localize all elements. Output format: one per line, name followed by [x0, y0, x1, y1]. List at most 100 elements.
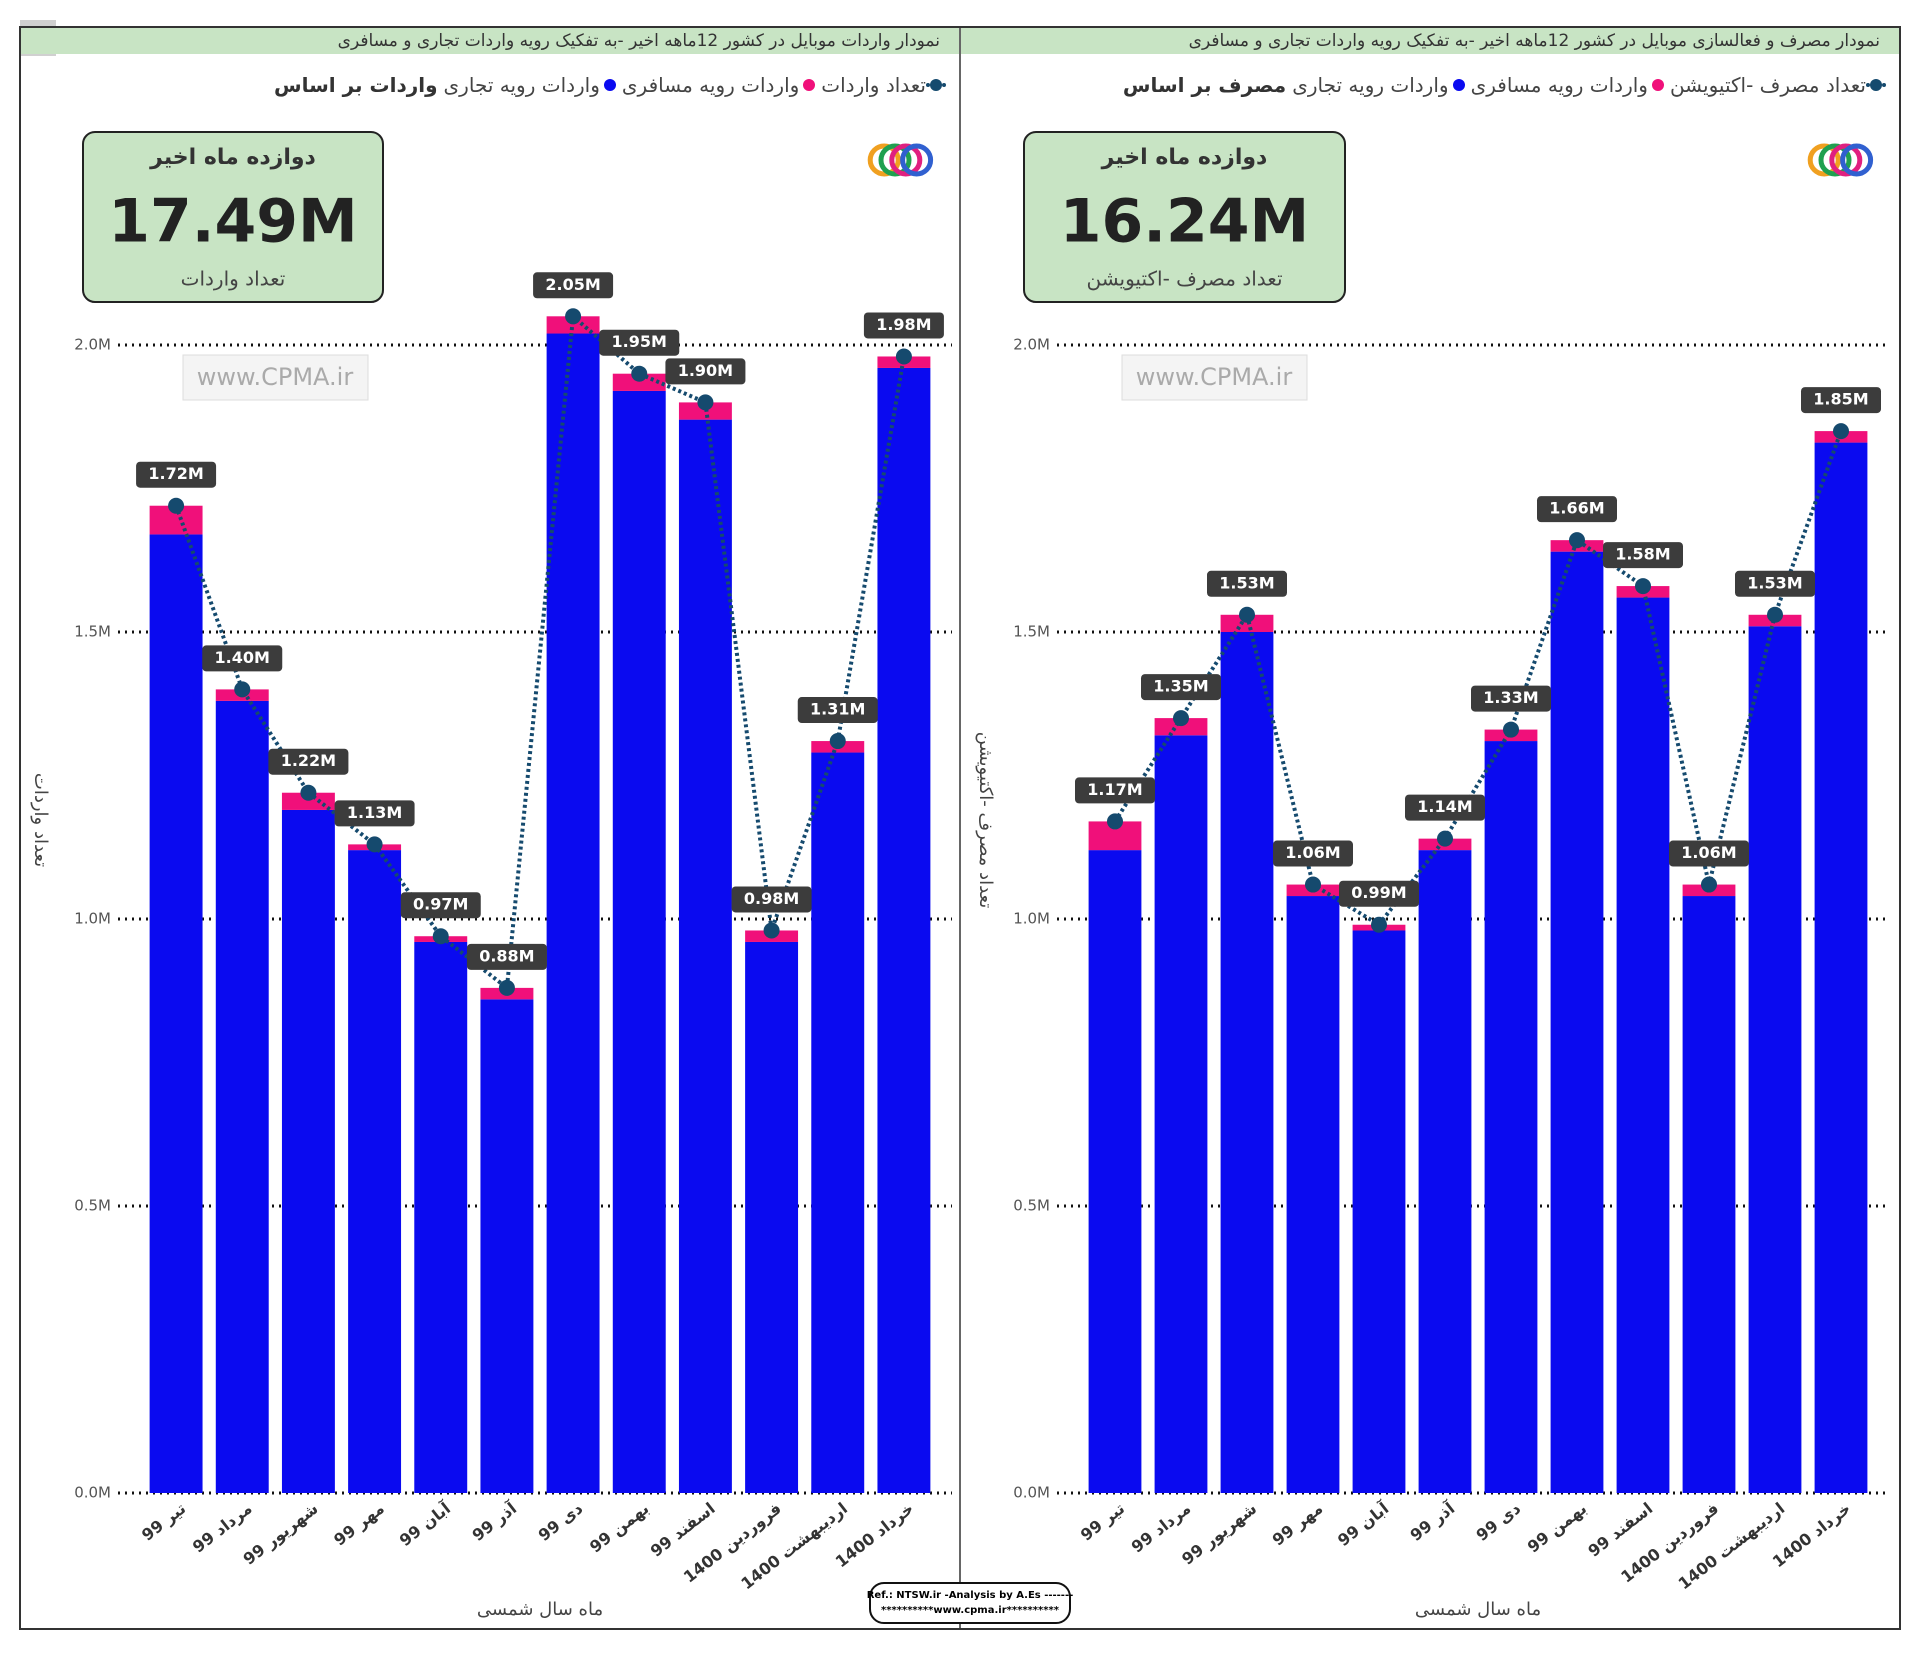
bar-segment — [414, 941, 468, 1493]
kpi-label: تعداد واردات — [181, 267, 286, 291]
x-axis-title: ماه سال شمسی — [477, 1599, 603, 1620]
data-label: 2.05M — [545, 275, 600, 294]
bar-segment — [678, 419, 732, 1493]
bar-segment — [1154, 718, 1208, 736]
y-tick-label: 2.0M — [1013, 336, 1050, 354]
watermark-box — [182, 354, 369, 401]
data-label: 1.22M — [281, 751, 336, 770]
data-label: 1.06M — [1681, 843, 1736, 862]
line-point — [1437, 830, 1453, 847]
line-point — [300, 784, 317, 801]
x-tick-label: تیر 99 — [138, 1499, 189, 1545]
bar-segment — [877, 367, 931, 1494]
line-point — [168, 497, 185, 514]
x-tick-label: بهمن 99 — [1524, 1499, 1590, 1557]
logo — [878, 143, 912, 177]
data-label: 1.33M — [1483, 688, 1538, 707]
x-tick-label: آبان 99 — [395, 1498, 454, 1550]
bar-segment — [480, 999, 534, 1493]
bar-segment — [1616, 597, 1670, 1493]
data-label: 1.90M — [678, 361, 733, 380]
data-label-box — [268, 748, 349, 775]
data-label-box — [863, 312, 944, 339]
legend-item: واردات رویه تجاری — [444, 73, 616, 97]
legend-item: واردات رویه مسافری — [1471, 73, 1664, 97]
chart-title: نمودار مصرف و فعالسازی موبایل در کشور 12… — [1189, 31, 1880, 51]
bar-segment — [745, 941, 799, 1493]
legend-marker — [1870, 79, 1882, 91]
legend-label: تعداد مصرف -اکتیویشن — [1669, 73, 1866, 97]
bar-segment — [1220, 632, 1274, 1493]
data-label-box — [1075, 777, 1155, 804]
data-label: 1.98M — [876, 315, 931, 334]
footer-box — [869, 1582, 1071, 1624]
data-label-box — [1405, 794, 1485, 821]
bar-segment — [1682, 896, 1736, 1493]
data-label-box — [334, 800, 415, 827]
watermark: www.CPMA.ir — [197, 363, 354, 391]
legend: تعداد مصرف -اکتیویشن واردات رویه مسافری وا… — [1123, 70, 1882, 100]
line-point — [1107, 813, 1123, 830]
data-label-box — [731, 886, 812, 913]
kpi-card — [82, 131, 384, 303]
data-label-box — [1273, 840, 1353, 867]
legend: تعداد واردات واردات رویه مسافری واردات روی… — [274, 70, 942, 100]
line-point — [1503, 721, 1519, 738]
legend-marker — [1651, 79, 1664, 91]
bar-segment — [1220, 614, 1274, 632]
data-label-box — [466, 943, 547, 970]
line-point — [1701, 876, 1717, 893]
bar-segment — [1814, 442, 1868, 1494]
x-tick-label: آبان 99 — [1333, 1498, 1392, 1550]
line-point — [432, 928, 449, 945]
chart-title: نمودار واردات موبایل در کشور 12ماهه اخیر… — [338, 31, 940, 51]
legend-title: مصرف بر اساس — [1122, 73, 1287, 97]
legend-marker — [603, 79, 616, 91]
legend-item: واردات رویه مسافری — [622, 73, 816, 97]
line-point — [829, 733, 846, 750]
legend-title: واردات بر اساس — [274, 73, 438, 97]
data-label-box — [1339, 880, 1419, 907]
data-label-box — [202, 645, 283, 672]
watermark: www.CPMA.ir — [1136, 363, 1293, 391]
line-point — [1569, 532, 1585, 549]
kpi-card — [1023, 131, 1346, 303]
bar-segment — [546, 333, 600, 1493]
bar-segment — [1286, 896, 1340, 1493]
line-point — [1305, 876, 1321, 893]
logo — [889, 143, 923, 177]
legend-item: تعداد مصرف -اکتیویشن — [1670, 73, 1882, 97]
kpi-value: 16.24M — [1060, 187, 1310, 257]
data-label: 1.06M — [1285, 843, 1340, 862]
line-point — [1173, 710, 1189, 727]
x-tick-label: دی 99 — [1473, 1499, 1525, 1545]
x-tick-label: بهمن 99 — [586, 1499, 652, 1557]
x-tick-label: تیر 99 — [1077, 1499, 1128, 1545]
data-label-box — [533, 272, 614, 299]
bar-segment — [1550, 551, 1604, 1493]
kpi-title: دوازده ماه اخیر — [1101, 145, 1268, 170]
x-tick-label: دی 99 — [535, 1499, 587, 1545]
data-label: 1.13M — [347, 803, 402, 822]
data-label: 1.85M — [1813, 390, 1868, 409]
data-label: 1.58M — [1615, 545, 1670, 564]
legend-marker — [930, 79, 942, 91]
data-label: 0.98M — [744, 889, 799, 908]
data-label-box — [1207, 570, 1287, 597]
logo — [1818, 143, 1852, 177]
data-label: 0.97M — [413, 895, 468, 914]
data-label-box — [797, 697, 878, 724]
logo — [1807, 143, 1841, 177]
title-bar — [21, 28, 959, 54]
line-point — [1767, 606, 1783, 623]
line-point — [763, 922, 780, 939]
bar-segment — [149, 534, 203, 1493]
bar-segment — [1088, 850, 1142, 1493]
logo — [867, 143, 901, 177]
data-label: 1.72M — [148, 464, 203, 483]
x-tick-label: مهر 99 — [330, 1499, 388, 1550]
legend-label: تعداد واردات — [821, 73, 926, 97]
bar-segment — [1352, 930, 1406, 1493]
line-point — [1239, 606, 1255, 623]
